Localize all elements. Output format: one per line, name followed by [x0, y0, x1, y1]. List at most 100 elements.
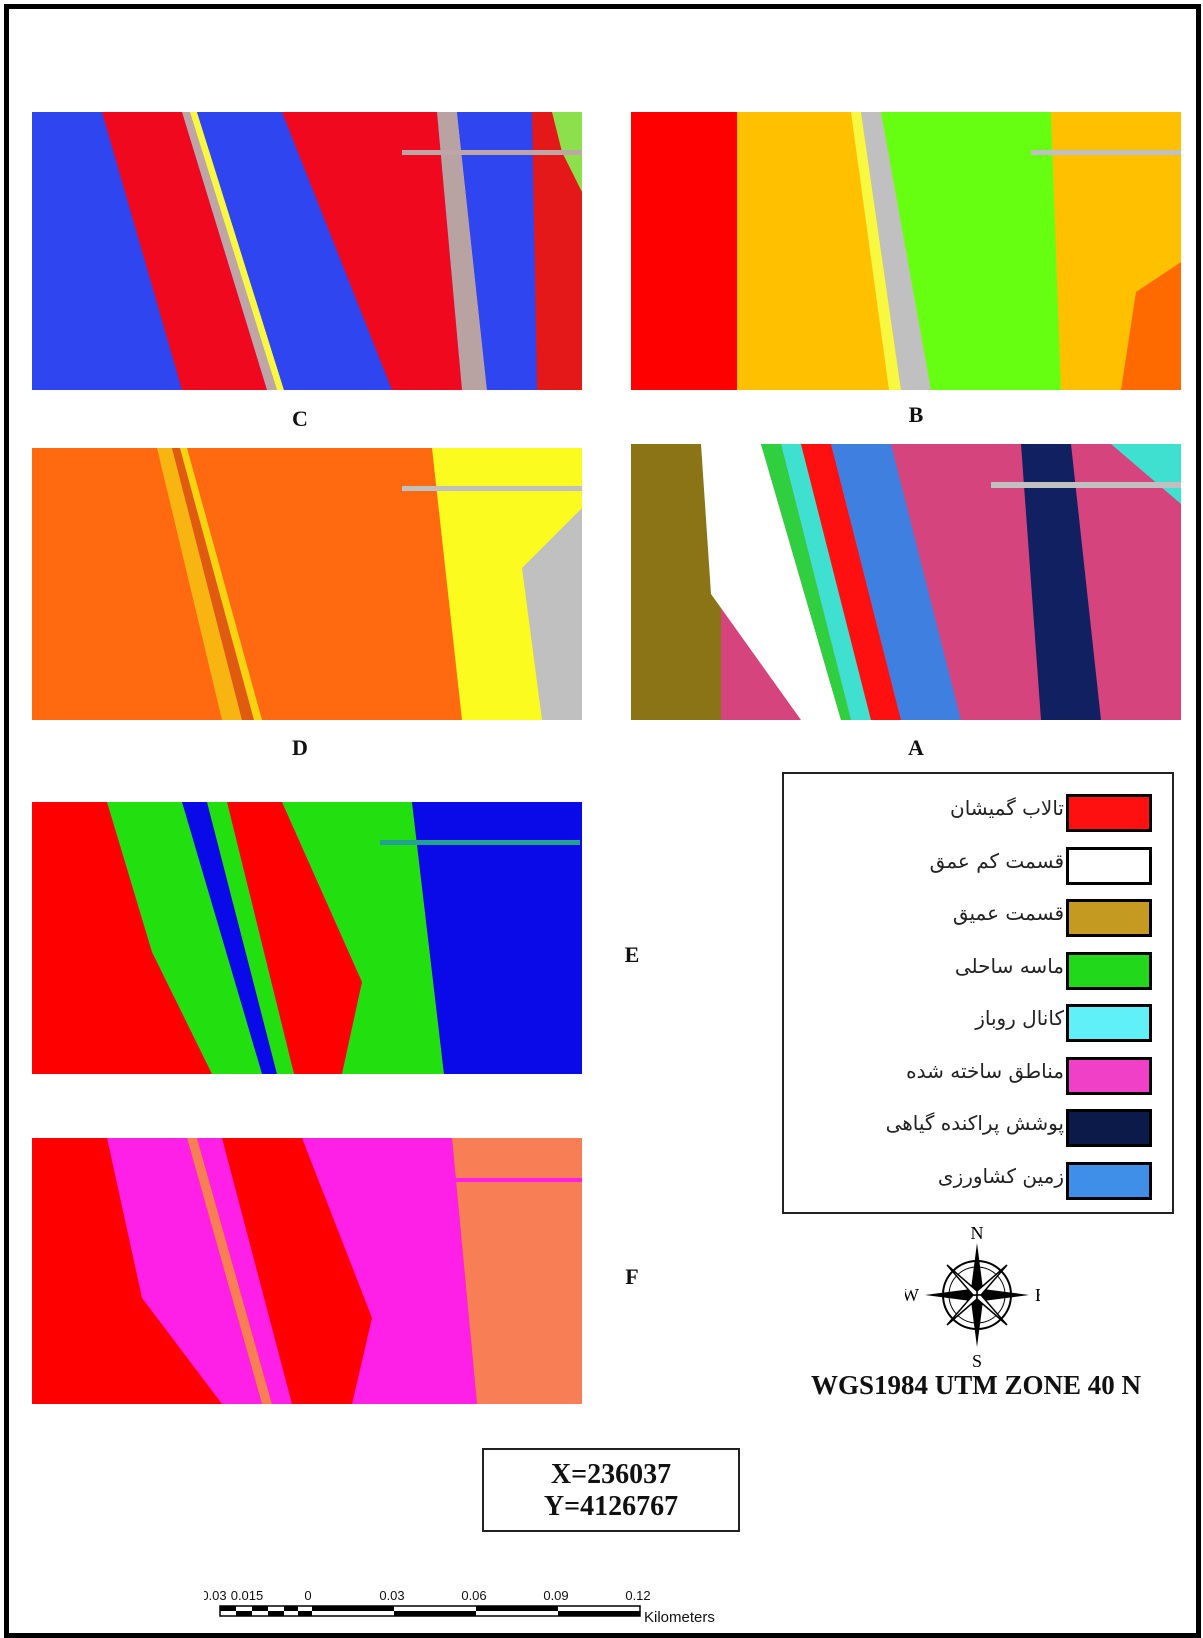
panel-label-d: D [292, 735, 308, 760]
scale-tick-4: 0.06 [461, 1588, 486, 1603]
scale-tick-6: 0.12 [625, 1588, 650, 1603]
panel-label-b: B [908, 402, 924, 427]
map-f-pink-2 [197, 1138, 292, 1404]
map-d-dark-line [172, 448, 254, 720]
map-c-band-blue [197, 112, 392, 390]
scale-tick-0: 0.03 [204, 1588, 227, 1603]
legend-item: مناطق ساخته شده [784, 1055, 1172, 1099]
map-e-green-1 [107, 802, 272, 1074]
legend-item-swatch [1066, 1056, 1152, 1095]
map-c-band-blue-2 [457, 112, 537, 390]
panel-label-f: F [625, 1264, 639, 1289]
panel-label-e: E [624, 942, 640, 967]
map-f-pink-1 [107, 1138, 262, 1404]
legend-item-swatch [1066, 846, 1152, 885]
map-d-image [32, 448, 582, 720]
map-f-line [187, 1138, 272, 1404]
legend-item: ماسه ساحلی [784, 950, 1172, 994]
map-f-road [392, 1178, 582, 1182]
map-b-image [631, 112, 1181, 390]
map-b-green-band [881, 112, 1061, 390]
legend-item-label: قسمت کم عمق [929, 848, 1064, 873]
map-e-image [32, 802, 582, 1074]
scale-tick-5: 0.09 [543, 1588, 568, 1603]
map-b-urban [1121, 262, 1181, 390]
map-a-road [991, 482, 1181, 488]
scale-bar: 0.03 0.015 0 0.03 0.06 0.09 0.12 Kilomet… [201, 1584, 804, 1632]
map-c-yellow-line [190, 112, 284, 390]
map-b-deep-water [631, 112, 737, 390]
map-e-green-2 [207, 802, 294, 1074]
coordinate-y: Y=4126767 [543, 1491, 679, 1522]
map-c-road [402, 150, 582, 155]
map-a-built [891, 444, 1041, 720]
map-a-agri [831, 444, 961, 720]
map-c-sand-strip [182, 112, 277, 390]
map-e-blue-line [182, 802, 277, 1074]
map-b-road [1031, 150, 1181, 155]
map-e-blue-band [412, 802, 582, 1074]
classified-map-panel-f [32, 1138, 582, 1404]
map-f-salmon-band [452, 1138, 582, 1404]
coordinate-x: X=236037 [550, 1459, 672, 1490]
legend-item-label: پوشش پراکنده گیاهی [885, 1111, 1064, 1135]
compass-e: E [1035, 1285, 1040, 1305]
map-d-grey-area [522, 508, 582, 720]
map-f-image [32, 1138, 582, 1404]
legend: تالاب گمیشان قسمت کم عمق قسمت عمیق ماسه ساح… [782, 772, 1174, 1214]
legend-item-label: قسمت عمیق [952, 901, 1064, 925]
panel-label-a: A [908, 735, 924, 760]
legend-item: زمین کشاورزی [784, 1160, 1172, 1204]
compass-rose: N S E W [902, 1220, 1046, 1371]
scale-tick-labels: 0.03 0.015 0 0.03 0.06 0.09 0.12 [201, 1588, 650, 1603]
scale-bar-graphic: 0.03 0.015 0 0.03 0.06 0.09 0.12 Kilomet… [201, 1588, 715, 1626]
map-a-sand [761, 444, 851, 720]
map-a-red [801, 444, 901, 720]
scale-tick-2: 0 [304, 1588, 311, 1603]
legend-item: تالاب گمیشان [784, 792, 1172, 836]
legend-item-label: تالاب گمیشان [950, 796, 1064, 820]
map-f-pink-3 [302, 1138, 477, 1404]
legend-item: کانال روباز [784, 1002, 1172, 1046]
classified-map-panel-e [32, 802, 582, 1074]
legend-item-swatch [1066, 1004, 1152, 1042]
map-d-light-line [180, 448, 262, 720]
compass-w: W [905, 1285, 919, 1305]
projection-label: WGS1984 UTM ZONE 40 N [810, 1370, 1142, 1400]
classified-map-panel-a [631, 444, 1181, 720]
map-c-band-grey [437, 112, 487, 390]
classified-map-panel-c [32, 112, 582, 390]
legend-item-swatch [1066, 794, 1152, 832]
map-b-grey-band [861, 112, 931, 390]
scale-unit: Kilometers [644, 1609, 715, 1626]
legend-item-label: کانال روباز [975, 1006, 1064, 1030]
coordinate-box: X=236037 Y=4126767 [482, 1448, 740, 1532]
map-a-image [631, 444, 1181, 720]
legend-item: قسمت عمیق [784, 897, 1172, 941]
map-a-channel [781, 444, 871, 720]
map-c-band-red-2 [282, 112, 462, 390]
map-a-channel-2 [1111, 444, 1181, 504]
classified-map-panel-d [32, 448, 582, 720]
legend-item-swatch [1066, 1161, 1152, 1200]
map-c-urban [532, 112, 582, 390]
legend-item-swatch [1066, 951, 1152, 990]
legend-item-swatch [1066, 1109, 1152, 1147]
classified-map-panel-b [631, 112, 1181, 390]
north-arrow-icon: N S E W [902, 1223, 1046, 1371]
map-c-band-red-1 [102, 112, 267, 390]
map-a-built-2 [1071, 444, 1181, 720]
compass-n: N [971, 1223, 984, 1243]
panel-label-c: C [292, 406, 308, 431]
legend-item: قسمت کم عمق [784, 845, 1172, 889]
legend-item: پوشش پراکنده گیاهی [784, 1107, 1172, 1151]
map-e-green-3 [282, 802, 444, 1074]
map-e-road [380, 840, 580, 845]
compass-s: S [972, 1351, 982, 1370]
map-d-yellow-strip [157, 448, 242, 720]
legend-item-label: زمین کشاورزی [937, 1163, 1064, 1188]
map-d-road [402, 486, 582, 491]
scale-tick-3: 0.03 [379, 1588, 404, 1603]
legend-item-label: مناطق ساخته شده [906, 1058, 1064, 1083]
legend-item-swatch [1066, 899, 1152, 937]
